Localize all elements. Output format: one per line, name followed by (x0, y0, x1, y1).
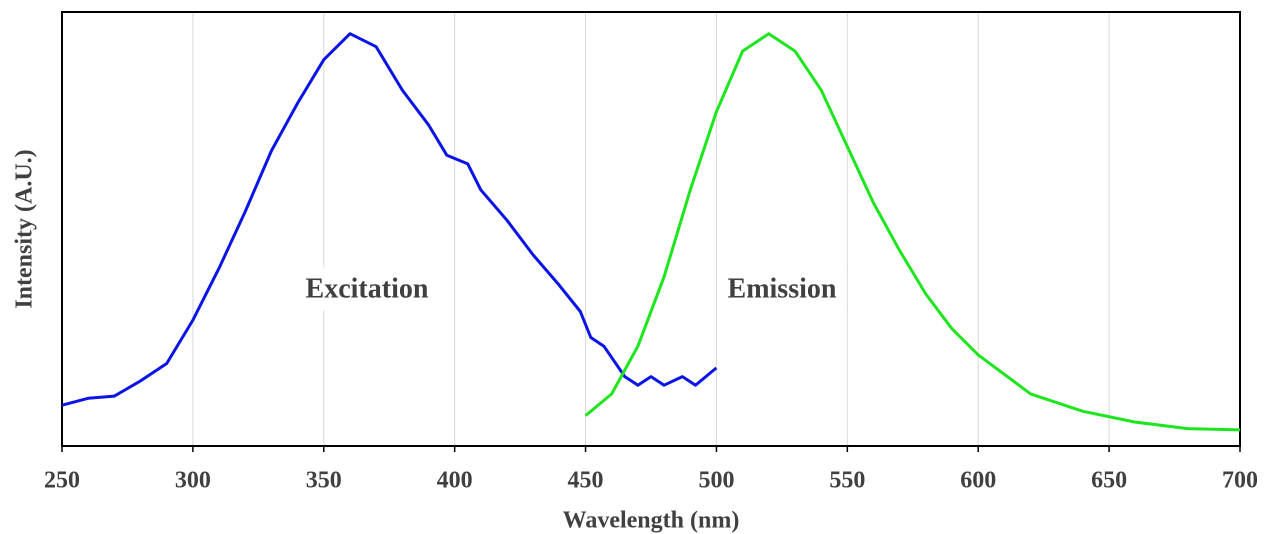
x-tick-label: 650 (1091, 468, 1127, 494)
x-tick-label: 250 (44, 468, 80, 494)
annotation: Emission (728, 273, 837, 304)
x-tick-label: 300 (175, 468, 211, 494)
x-tick-label: 350 (306, 468, 342, 494)
annotation: Excitation (306, 273, 429, 304)
data-line (584, 32, 1241, 432)
x-tick-label: 500 (698, 468, 734, 494)
annotation-box (717, 267, 847, 311)
x-tick-label: 700 (1222, 468, 1258, 494)
x-tick-label: 550 (829, 468, 865, 494)
annotation-box (295, 267, 439, 311)
x-axis-title: Wavelength (nm) (563, 508, 740, 534)
x-tick-label: 450 (568, 468, 604, 494)
x-tick-label: 600 (960, 468, 996, 494)
x-tick-label: 400 (437, 468, 473, 494)
plot-frame (61, 11, 1241, 447)
y-axis-title: Intensity (A.U.) (12, 149, 38, 308)
data-line (61, 32, 718, 407)
